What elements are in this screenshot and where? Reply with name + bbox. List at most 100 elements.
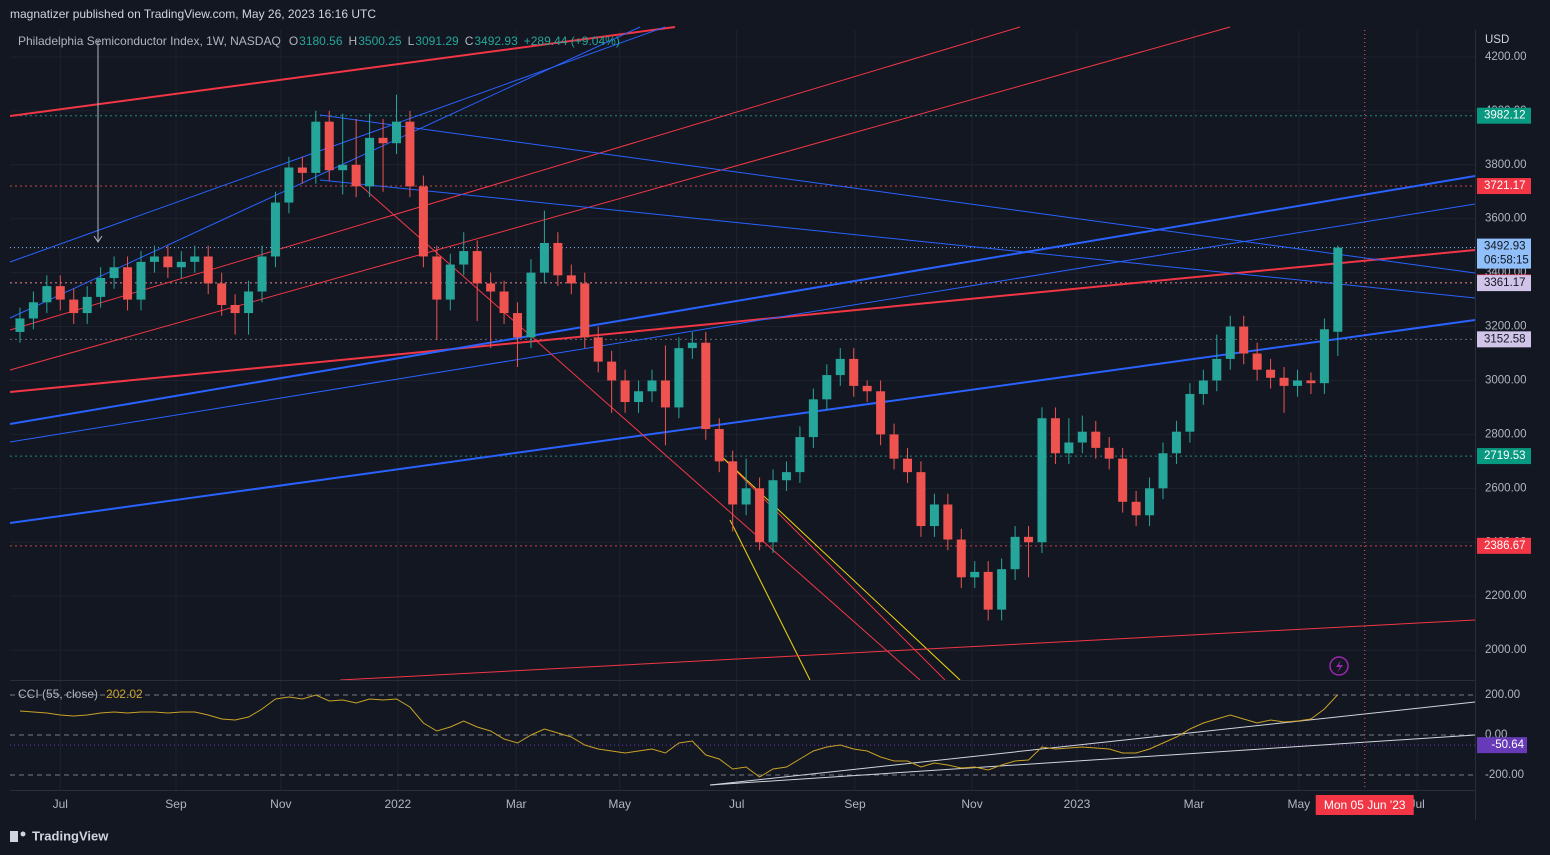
publisher: magnatizer published on TradingView.com,… (10, 7, 376, 21)
legend: Philadelphia Semiconductor Index, 1W, NA… (18, 34, 620, 701)
candle-body (916, 472, 926, 527)
candle-body (351, 164, 361, 187)
trend-line (709, 734, 1476, 786)
candle-body (1306, 380, 1316, 384)
alert-bolt (1336, 660, 1343, 673)
candle-body (96, 278, 106, 297)
candle-body (835, 358, 845, 376)
candle-body (1292, 380, 1302, 386)
level-label: 3982.12 (1484, 110, 1526, 122)
level-tag (1477, 107, 1531, 124)
candle-body (1131, 501, 1141, 516)
cci-line (19, 694, 1339, 778)
level-tag (1477, 275, 1531, 292)
candle-body (270, 202, 280, 257)
candle-body (230, 304, 240, 314)
x-tick-label: Sep (844, 797, 866, 811)
symbol-title: Philadelphia Semiconductor Index, 1W, NA… (18, 34, 281, 48)
countdown: 06:58:15 (1484, 255, 1529, 267)
x-tick-label: May (608, 797, 631, 811)
candle-body (1104, 447, 1114, 459)
level-tag (1477, 178, 1531, 195)
candle-body (1010, 536, 1020, 570)
candle-body (876, 391, 886, 435)
candle-body (903, 458, 913, 473)
candle-body (1118, 458, 1128, 502)
level-label: 3721.17 (1484, 180, 1526, 192)
candle-body (163, 256, 173, 268)
candle-body (970, 571, 980, 578)
candle-body (311, 121, 321, 173)
candle-body (1225, 326, 1235, 359)
candle-body (1198, 380, 1208, 394)
candle-body (1212, 358, 1222, 381)
candle-body (55, 286, 65, 300)
candle-body (136, 261, 146, 300)
candle-body (1077, 431, 1087, 443)
candle-body (499, 291, 509, 314)
x-tick-label: Jul (53, 797, 68, 811)
x-tick-label: Nov (961, 797, 982, 811)
candle-body (674, 348, 684, 408)
x-tick-label: Sep (165, 797, 187, 811)
candle-body (445, 264, 455, 300)
trend-line (359, 184, 921, 681)
candle-body (217, 283, 227, 305)
y-tick-label: 3200.00 (1485, 321, 1527, 333)
candle-body (432, 256, 442, 300)
grid (10, 30, 1475, 790)
candle-body (82, 296, 92, 314)
candle-body (701, 342, 711, 430)
candle-body (553, 242, 563, 276)
change: +289.44 (+9.04%) (524, 34, 620, 48)
ohlc-value: 3091.29 (415, 34, 459, 48)
candle-body (338, 164, 348, 171)
candle-body (472, 251, 482, 284)
candle-body (109, 267, 119, 279)
candle-body (526, 272, 536, 338)
candle-body (1239, 326, 1249, 354)
candle-body (1319, 329, 1329, 384)
y-tick-label: 2800.00 (1485, 428, 1527, 440)
level-tag (1477, 448, 1531, 465)
trend-line (709, 701, 1476, 786)
last-price-tag (1477, 238, 1531, 269)
candle-body (69, 299, 79, 314)
candle-body (607, 361, 617, 381)
logo (20, 831, 26, 837)
drawings (9, 26, 1476, 786)
candle-body (1064, 442, 1074, 454)
cci-second-label: -50.64 (1491, 739, 1524, 751)
level-label: 2719.53 (1484, 450, 1526, 462)
candle-body (956, 539, 966, 578)
cci-tick-label: 200.00 (1485, 689, 1520, 701)
candle-body (634, 391, 644, 403)
y-tick-label: 4200.00 (1485, 51, 1527, 63)
candle-body (795, 437, 805, 473)
candle-body (1252, 353, 1262, 370)
alert-icon[interactable] (1329, 656, 1349, 676)
candle-body (929, 504, 939, 527)
ohlc-letter: H (349, 34, 358, 48)
candle-body (755, 488, 765, 543)
trend-line (319, 114, 1476, 274)
trend-line (9, 26, 666, 263)
brand: TradingView (32, 828, 109, 843)
trend-line (9, 203, 1476, 443)
candle-body (284, 167, 294, 203)
candle-body (728, 461, 738, 505)
ohlc-letter: O (289, 34, 298, 48)
arrow-head (93, 235, 103, 243)
candle-body (1050, 418, 1060, 454)
trend-line (339, 619, 1476, 681)
candle-body (42, 286, 52, 303)
candle-body (741, 488, 751, 505)
y-tick-label: 3600.00 (1485, 213, 1527, 225)
y-tick-label: 3000.00 (1485, 375, 1527, 387)
trend-line (9, 249, 1476, 393)
candle-body (862, 385, 872, 392)
candle-body (808, 399, 818, 438)
trend-line (729, 519, 811, 681)
candle-body (539, 242, 549, 273)
